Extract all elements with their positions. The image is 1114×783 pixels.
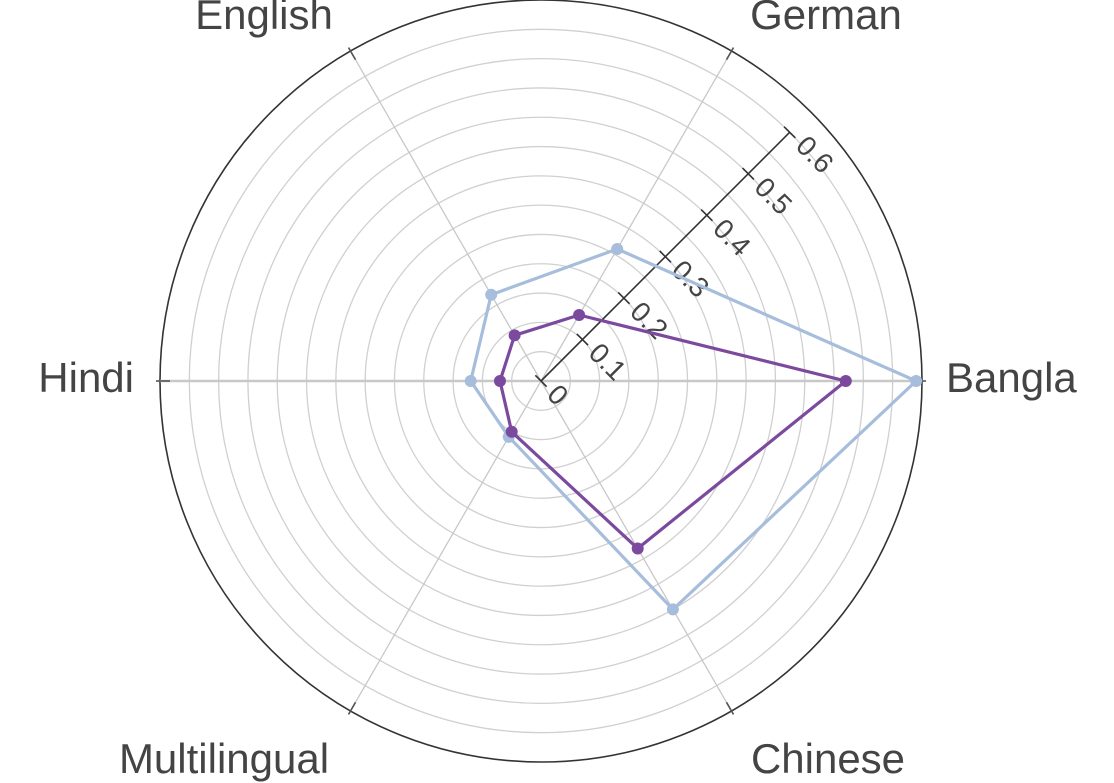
radial-tick-mark bbox=[659, 250, 672, 263]
spoke-english bbox=[349, 50, 542, 382]
axis-label-multilingual: Multilingual bbox=[119, 735, 329, 782]
label-layer: Bangla German English Hindi Multilingual Chin… bbox=[38, 0, 1077, 782]
series-1-point-german bbox=[611, 243, 624, 256]
series-layer bbox=[464, 243, 923, 616]
radial-tick-mark bbox=[576, 333, 589, 346]
radial-tick-label: 0.6 bbox=[790, 130, 839, 179]
axis-tick-mark bbox=[725, 701, 735, 715]
series-1-point-bangla bbox=[910, 375, 923, 387]
series-2-point-german bbox=[573, 309, 586, 322]
series-1-point-english bbox=[485, 288, 498, 301]
series-2-point-english bbox=[508, 329, 521, 342]
axis-label-english: English bbox=[195, 0, 333, 38]
axis-tick-mark bbox=[725, 47, 735, 61]
series-2-point-multilingual bbox=[505, 425, 518, 438]
series-2-point-bangla bbox=[839, 375, 852, 387]
series-2-point-chinese bbox=[631, 542, 644, 555]
radial-tick-label: 0 bbox=[541, 378, 574, 411]
radial-tick-mark bbox=[617, 291, 631, 305]
axis-label-hindi: Hindi bbox=[38, 354, 134, 401]
axis-tick-mark bbox=[347, 47, 357, 61]
axis-tick-mark bbox=[347, 701, 357, 715]
series-1-point-hindi bbox=[464, 375, 477, 387]
radial-tick-label: 0.1 bbox=[583, 337, 632, 386]
series-2-line bbox=[498, 313, 848, 551]
spoke-german bbox=[540, 50, 733, 382]
axis-label-chinese: Chinese bbox=[751, 735, 905, 782]
radial-tick-mark bbox=[700, 208, 714, 222]
axis-label-german: German bbox=[750, 0, 902, 38]
series-2-point-hindi bbox=[493, 375, 506, 387]
radial-tick-label: 0.5 bbox=[749, 171, 798, 220]
radial-tick-mark bbox=[534, 374, 548, 388]
series-1-point-chinese bbox=[666, 603, 679, 616]
radial-tick-mark bbox=[783, 126, 796, 139]
axis-label-bangla: Bangla bbox=[946, 354, 1077, 401]
radial-tick-mark bbox=[742, 167, 755, 180]
